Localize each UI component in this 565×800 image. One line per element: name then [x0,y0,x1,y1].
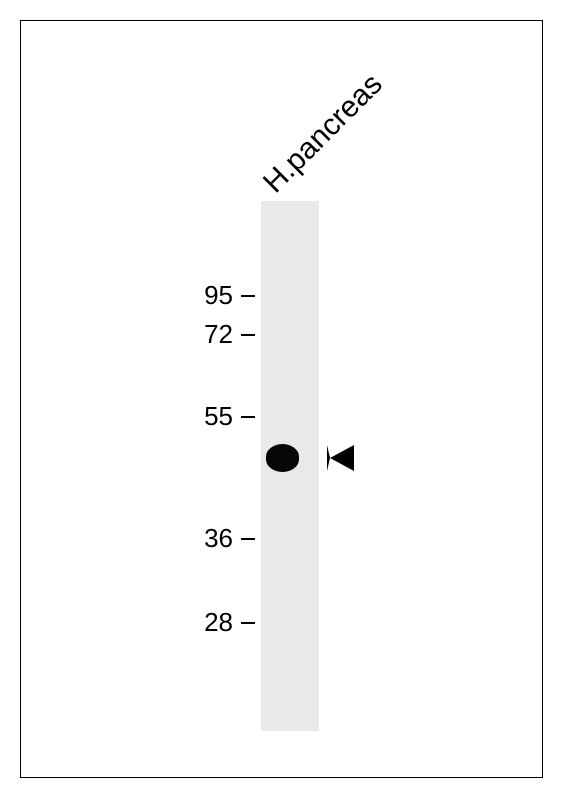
mw-label-72: 72 [183,319,233,350]
lane-label: H.pancreas [257,67,390,200]
mw-tick-55 [241,416,255,418]
mw-tick-72 [241,334,255,336]
mw-tick-28 [241,622,255,624]
mw-label-36: 36 [183,523,233,554]
mw-tick-36 [241,538,255,540]
mw-tick-95 [241,295,255,297]
mw-label-55: 55 [183,401,233,432]
plot-frame: H.pancreas 95 72 55 36 28 [20,20,543,778]
mw-label-28: 28 [183,607,233,638]
mw-label-95: 95 [183,280,233,311]
band-pointer-icon [327,445,354,471]
protein-band [266,444,299,472]
